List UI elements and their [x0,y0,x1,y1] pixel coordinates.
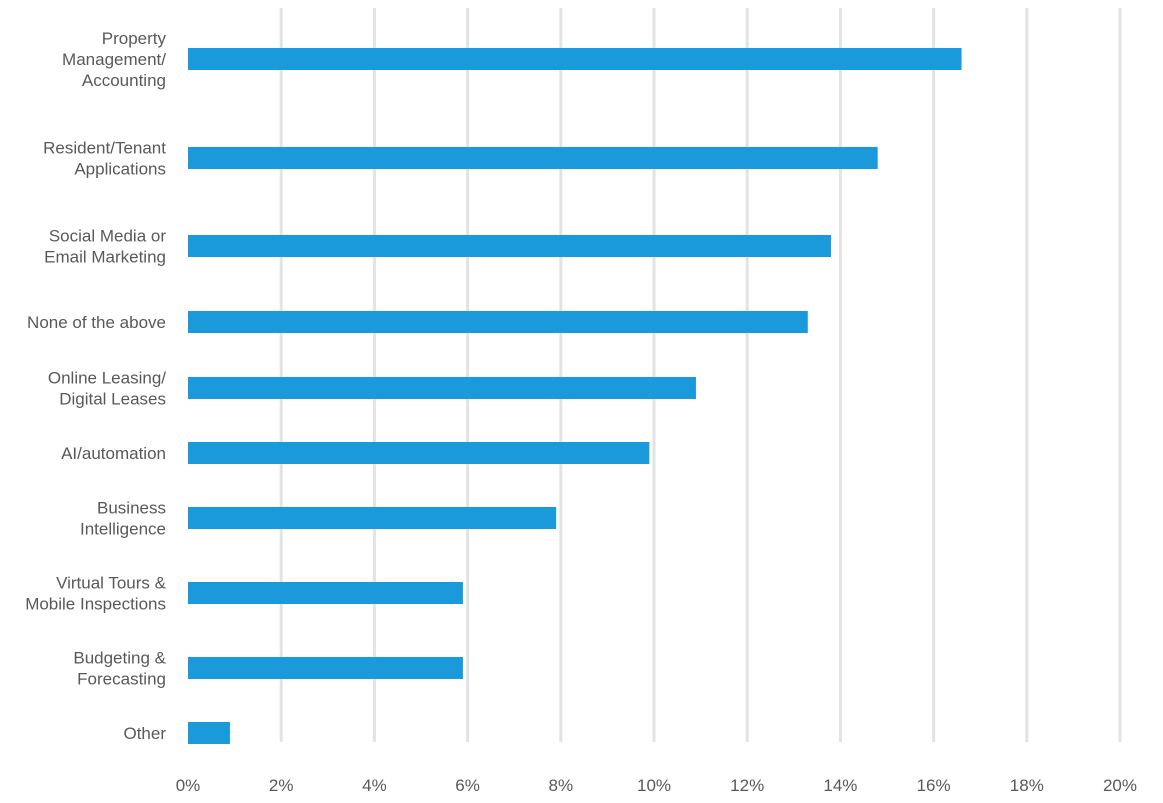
x-tick-label-10pct: 10% [637,776,671,795]
x-tick-label-12pct: 12% [730,776,764,795]
x-tick-label-2pct: 2% [269,776,294,795]
bar-10 [188,722,230,744]
bar-7 [188,507,557,529]
x-tick-label-8pct: 8% [549,776,574,795]
x-tick-label-20pct: 20% [1103,776,1137,795]
x-tick-label-4pct: 4% [362,776,387,795]
category-label-8: Virtual Tours & Mobile Inspections [25,573,166,613]
category-labels: Property Management/Accounting Resident/Te… [25,29,166,743]
x-tick-label-0pct: 0% [176,776,201,795]
gridlines [279,8,1122,742]
bar-4 [188,311,808,333]
category-label-2: Resident/Tenant Applications [43,138,166,178]
bars [188,48,962,744]
category-label-9: Budgeting & Forecasting [73,648,166,688]
category-label-3: Social Media or Email Marketing [44,226,166,266]
bar-3 [188,235,832,257]
bar-8 [188,582,463,604]
category-label-6: AI/automation [61,444,166,463]
category-label-10: Other [123,724,166,743]
x-axis-tick-labels: 0% 2% 4% 6% 8% 10% 12% 14% 16% 18% 20% [176,776,1137,795]
bar-9 [188,657,463,679]
bar-2 [188,147,878,169]
x-tick-label-6pct: 6% [455,776,480,795]
category-label-7: Business Intelligence [80,498,166,538]
category-label-1: Property Management/Accounting [62,29,166,90]
x-tick-label-14pct: 14% [823,776,857,795]
category-label-4: None of the above [27,313,166,332]
x-tick-label-16pct: 16% [917,776,951,795]
category-label-5: Online Leasing/Digital Leases [48,368,166,408]
bar-1 [188,48,962,70]
x-tick-label-18pct: 18% [1010,776,1044,795]
bar-5 [188,377,696,399]
bar-6 [188,442,650,464]
